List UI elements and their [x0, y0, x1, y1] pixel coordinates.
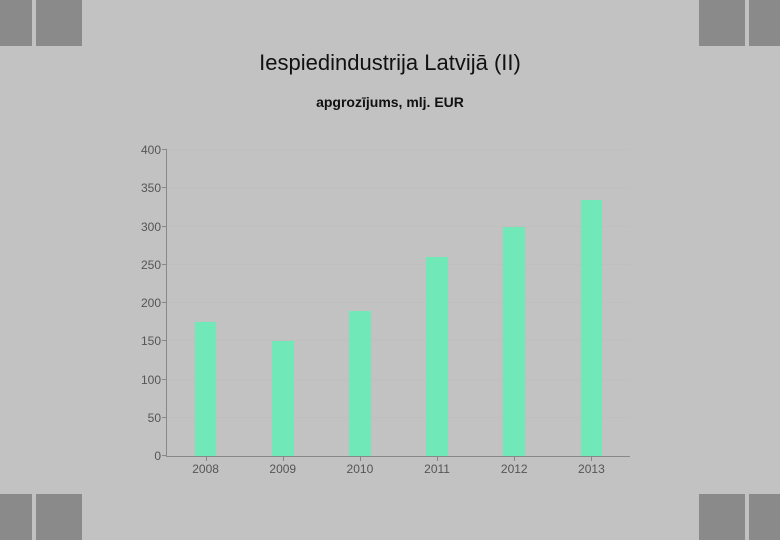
corner-block — [749, 494, 780, 540]
y-tick-label: 100 — [141, 373, 167, 387]
chart-bar — [581, 200, 603, 456]
x-tick-label: 2012 — [501, 456, 528, 476]
chart-bar — [503, 227, 525, 457]
corner-block — [749, 0, 780, 46]
y-tick-label: 150 — [141, 334, 167, 348]
x-tick-label: 2011 — [424, 456, 450, 476]
corner-block — [699, 0, 745, 46]
x-tick-label: 2013 — [578, 456, 605, 476]
chart-gridline — [167, 264, 630, 265]
y-tick-label: 300 — [141, 220, 167, 234]
y-tick-label: 250 — [141, 258, 167, 272]
chart-gridline — [167, 302, 630, 303]
corner-block — [699, 494, 745, 540]
corner-block — [36, 494, 82, 540]
chart-plot-area: 0501001502002503003504002008200920102011… — [166, 150, 630, 457]
y-tick-label: 350 — [141, 181, 167, 195]
y-tick-label: 0 — [154, 449, 167, 463]
chart-gridline — [167, 226, 630, 227]
x-tick-label: 2009 — [269, 456, 296, 476]
chart-gridline — [167, 187, 630, 188]
y-tick-label: 400 — [141, 143, 167, 157]
chart-bar — [426, 257, 448, 456]
y-tick-label: 50 — [148, 411, 167, 425]
corner-block — [36, 0, 82, 46]
revenue-bar-chart: 0501001502002503003504002008200920102011… — [120, 150, 640, 485]
x-tick-label: 2010 — [347, 456, 374, 476]
chart-gridline — [167, 379, 630, 380]
page-subtitle: apgrozījums, mlj. EUR — [0, 94, 780, 110]
page-title: Iespiedindustrija Latvijā (II) — [0, 50, 780, 76]
x-tick-label: 2008 — [192, 456, 219, 476]
chart-gridline — [167, 149, 630, 150]
chart-bar — [195, 322, 217, 456]
chart-gridline — [167, 417, 630, 418]
chart-bar — [272, 341, 294, 456]
corner-block — [0, 0, 32, 46]
corner-block — [0, 494, 32, 540]
y-tick-label: 200 — [141, 296, 167, 310]
chart-gridline — [167, 340, 630, 341]
chart-bar — [349, 311, 371, 456]
